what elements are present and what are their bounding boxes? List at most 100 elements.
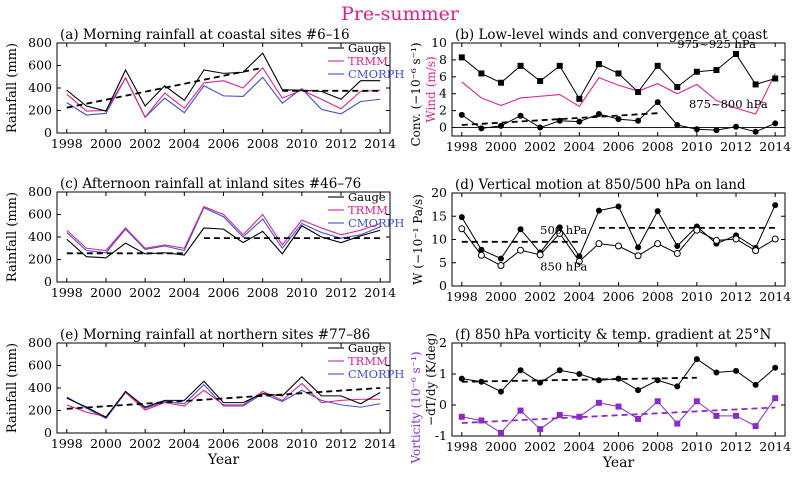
x-tick-label: 2000 bbox=[485, 439, 517, 454]
data-marker bbox=[771, 235, 779, 243]
data-marker bbox=[478, 125, 485, 132]
data-marker bbox=[576, 253, 583, 260]
y-tick-label: 20 bbox=[431, 185, 447, 200]
data-marker bbox=[536, 251, 544, 259]
data-marker bbox=[674, 383, 681, 390]
panel-title: (c) Afternoon rainfall at inland sites #… bbox=[60, 176, 361, 192]
data-marker bbox=[752, 128, 759, 135]
data-marker bbox=[752, 247, 760, 255]
data-marker bbox=[615, 242, 622, 250]
x-tick-label: 2010 bbox=[681, 439, 713, 454]
y-tick-label: 0 bbox=[439, 278, 447, 293]
data-marker bbox=[556, 117, 563, 124]
y-axis-label-vorticity: Vorticity (10⁻⁶ s⁻¹) bbox=[409, 351, 423, 464]
data-marker bbox=[458, 225, 466, 233]
data-marker bbox=[595, 240, 603, 248]
plot-frame bbox=[56, 191, 391, 283]
x-tick-label: 2006 bbox=[208, 436, 240, 451]
trend-line bbox=[66, 387, 381, 410]
x-axis-label: Year bbox=[207, 452, 240, 468]
data-marker bbox=[497, 429, 504, 436]
y-axis-label: W (−10⁻¹ Pa/s) bbox=[411, 194, 425, 285]
data-marker bbox=[693, 68, 700, 75]
data-marker bbox=[576, 118, 583, 125]
data-marker bbox=[595, 61, 602, 68]
data-marker bbox=[752, 423, 759, 430]
x-tick-label: 1998 bbox=[51, 285, 83, 300]
legend-label: Gauge bbox=[348, 190, 386, 204]
data-marker bbox=[537, 426, 544, 433]
data-marker bbox=[517, 62, 524, 69]
data-marker bbox=[674, 420, 681, 427]
data-marker bbox=[595, 111, 602, 118]
x-tick-label: 2000 bbox=[90, 285, 122, 300]
y-axis-label: Conv. (−10⁻⁶ s⁻¹) bbox=[409, 42, 423, 146]
trend-line bbox=[66, 66, 263, 109]
data-marker bbox=[635, 415, 642, 422]
legend-label: CMORPH bbox=[348, 216, 404, 230]
data-marker bbox=[654, 377, 661, 384]
y-tick-label: 600 bbox=[28, 358, 52, 373]
panel-title: (a) Morning rainfall at coastal sites #6… bbox=[60, 27, 350, 43]
data-marker bbox=[537, 379, 544, 386]
data-marker bbox=[478, 246, 485, 253]
y-tick-label: 200 bbox=[28, 403, 52, 418]
y-tick-label: 200 bbox=[28, 103, 52, 118]
data-marker bbox=[673, 249, 681, 257]
y-axis-label-wind: Wind bbox=[424, 91, 438, 123]
data-marker bbox=[654, 398, 661, 405]
x-tick-label: 2006 bbox=[603, 289, 635, 304]
y-tick-label: 0 bbox=[44, 274, 52, 289]
x-tick-label: 2010 bbox=[681, 289, 713, 304]
legend-label: Gauge bbox=[348, 341, 386, 355]
y-tick-label: 800 bbox=[28, 184, 52, 199]
x-tick-label: 2002 bbox=[129, 436, 161, 451]
data-marker bbox=[517, 246, 525, 254]
y-tick-label: 400 bbox=[28, 80, 52, 95]
x-tick-label: 1998 bbox=[446, 139, 478, 154]
series-line-500hpa bbox=[461, 204, 776, 260]
series-line-vorticity bbox=[461, 397, 776, 434]
data-marker bbox=[772, 202, 779, 209]
data-marker bbox=[772, 395, 779, 402]
data-marker bbox=[772, 120, 779, 127]
x-tick-label: 2010 bbox=[286, 136, 318, 151]
panel-title: (d) Vertical motion at 850/500 hPa on la… bbox=[455, 177, 746, 193]
series-line-trmm bbox=[66, 205, 381, 252]
series-line-wind bbox=[461, 73, 776, 115]
y-tick-label: 400 bbox=[28, 229, 52, 244]
data-marker bbox=[556, 224, 563, 231]
x-tick-label: 2012 bbox=[325, 285, 357, 300]
data-marker bbox=[497, 122, 504, 129]
data-marker bbox=[595, 399, 602, 406]
data-marker bbox=[576, 413, 583, 420]
data-marker bbox=[595, 207, 602, 214]
y-tick-label: 2 bbox=[439, 103, 447, 118]
data-marker bbox=[556, 229, 564, 237]
data-marker bbox=[537, 124, 544, 131]
x-tick-label: 2014 bbox=[364, 285, 396, 300]
x-tick-label: 2004 bbox=[563, 439, 595, 454]
x-tick-label: 2002 bbox=[524, 139, 556, 154]
y-tick-label: 400 bbox=[28, 380, 52, 395]
y-tick-label: 600 bbox=[28, 207, 52, 222]
data-marker bbox=[575, 257, 583, 265]
y-tick-label: 0 bbox=[44, 425, 52, 440]
x-tick-label: 2004 bbox=[168, 136, 200, 151]
panel-b: (b) Low-level winds and convergence at c… bbox=[409, 27, 791, 154]
series-line-trmm bbox=[66, 66, 381, 119]
data-marker bbox=[615, 403, 622, 410]
data-marker bbox=[576, 371, 583, 377]
x-tick-label: 2008 bbox=[642, 289, 674, 304]
data-marker bbox=[497, 388, 504, 395]
trend-line bbox=[461, 406, 776, 424]
y-tick-label: 5 bbox=[439, 255, 447, 270]
x-tick-label: 2012 bbox=[325, 436, 357, 451]
panel-title: (f) 850 hPa vorticity & temp. gradient a… bbox=[455, 327, 772, 343]
data-marker bbox=[635, 244, 642, 251]
series-line-gauge bbox=[66, 375, 381, 418]
data-marker bbox=[615, 375, 622, 382]
data-marker bbox=[654, 240, 662, 248]
y-tick-label: 200 bbox=[28, 252, 52, 267]
data-marker bbox=[634, 252, 642, 260]
